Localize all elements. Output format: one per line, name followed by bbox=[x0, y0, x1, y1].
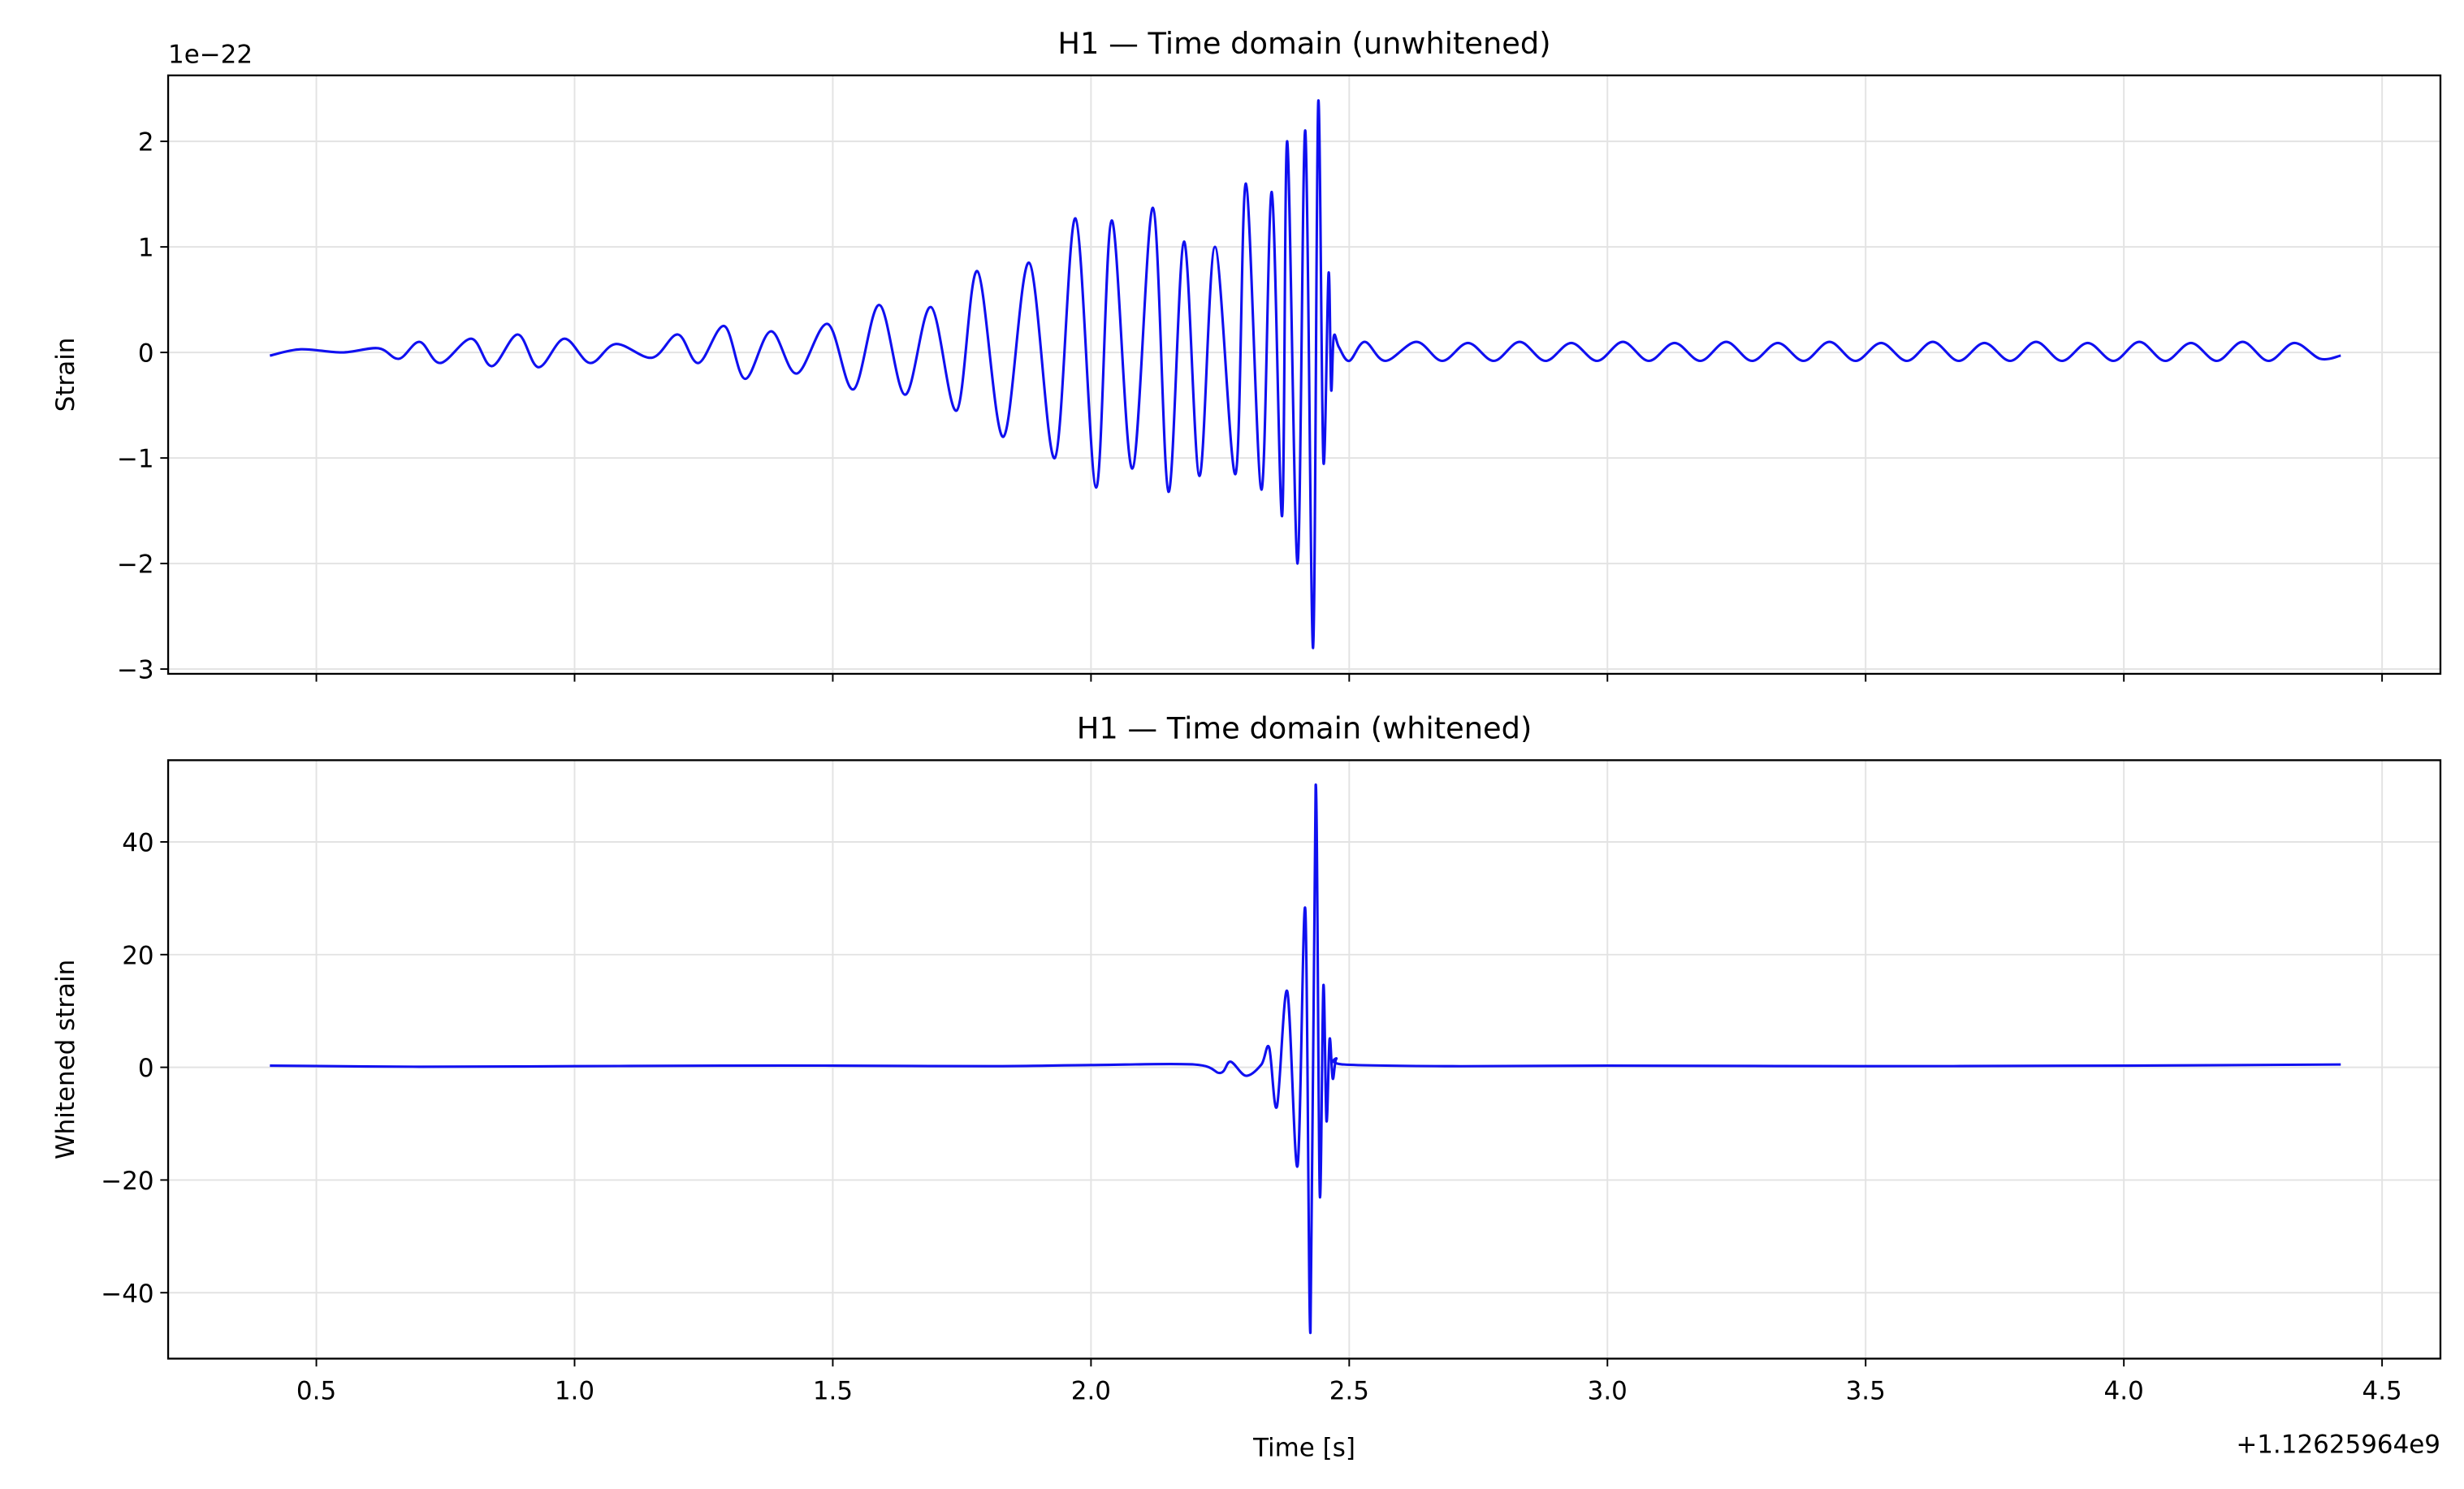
y-tick-label: 2 bbox=[138, 128, 154, 158]
y-offset-label: 1e−22 bbox=[168, 40, 253, 69]
y-tick-label: −3 bbox=[117, 656, 154, 685]
x-tick-label: 3.5 bbox=[1846, 1377, 1886, 1406]
x-tick-label: 4.0 bbox=[2104, 1377, 2144, 1406]
axes-frame bbox=[166, 759, 2442, 1360]
signal-line bbox=[270, 783, 2341, 1334]
y-tick-label: 0 bbox=[138, 1054, 154, 1083]
chart-title: H1 — Time domain (unwhitened) bbox=[1057, 26, 1550, 61]
y-tick-label: −40 bbox=[101, 1280, 153, 1309]
x-tick-label: 2.0 bbox=[1071, 1377, 1111, 1406]
signal-line bbox=[269, 99, 2341, 650]
y-tick-label: 20 bbox=[122, 941, 153, 970]
x-tick-label: 2.5 bbox=[1329, 1377, 1369, 1406]
y-tick-label: −2 bbox=[117, 550, 154, 580]
y-axis-label: Whitened strain bbox=[51, 960, 80, 1159]
x-axis-label: Time [s] bbox=[1252, 1433, 1355, 1462]
y-tick-label: −20 bbox=[101, 1167, 153, 1196]
y-tick-label: −1 bbox=[117, 445, 154, 474]
y-tick-label: 0 bbox=[138, 339, 154, 369]
y-axis-label: Strain bbox=[51, 338, 80, 412]
x-tick-label: 4.5 bbox=[2362, 1377, 2402, 1406]
y-tick-label: 1 bbox=[138, 234, 154, 263]
y-tick-label: 40 bbox=[122, 829, 153, 858]
chart-title: H1 — Time domain (whitened) bbox=[1077, 710, 1532, 745]
axes-frame bbox=[166, 74, 2442, 675]
x-tick-label: 1.5 bbox=[813, 1377, 853, 1406]
x-offset-label: +1.12625964e9 bbox=[2236, 1431, 2440, 1460]
x-tick-label: 3.0 bbox=[1588, 1377, 1628, 1406]
x-tick-label: 1.0 bbox=[555, 1377, 594, 1406]
x-tick-label: 0.5 bbox=[296, 1377, 336, 1406]
